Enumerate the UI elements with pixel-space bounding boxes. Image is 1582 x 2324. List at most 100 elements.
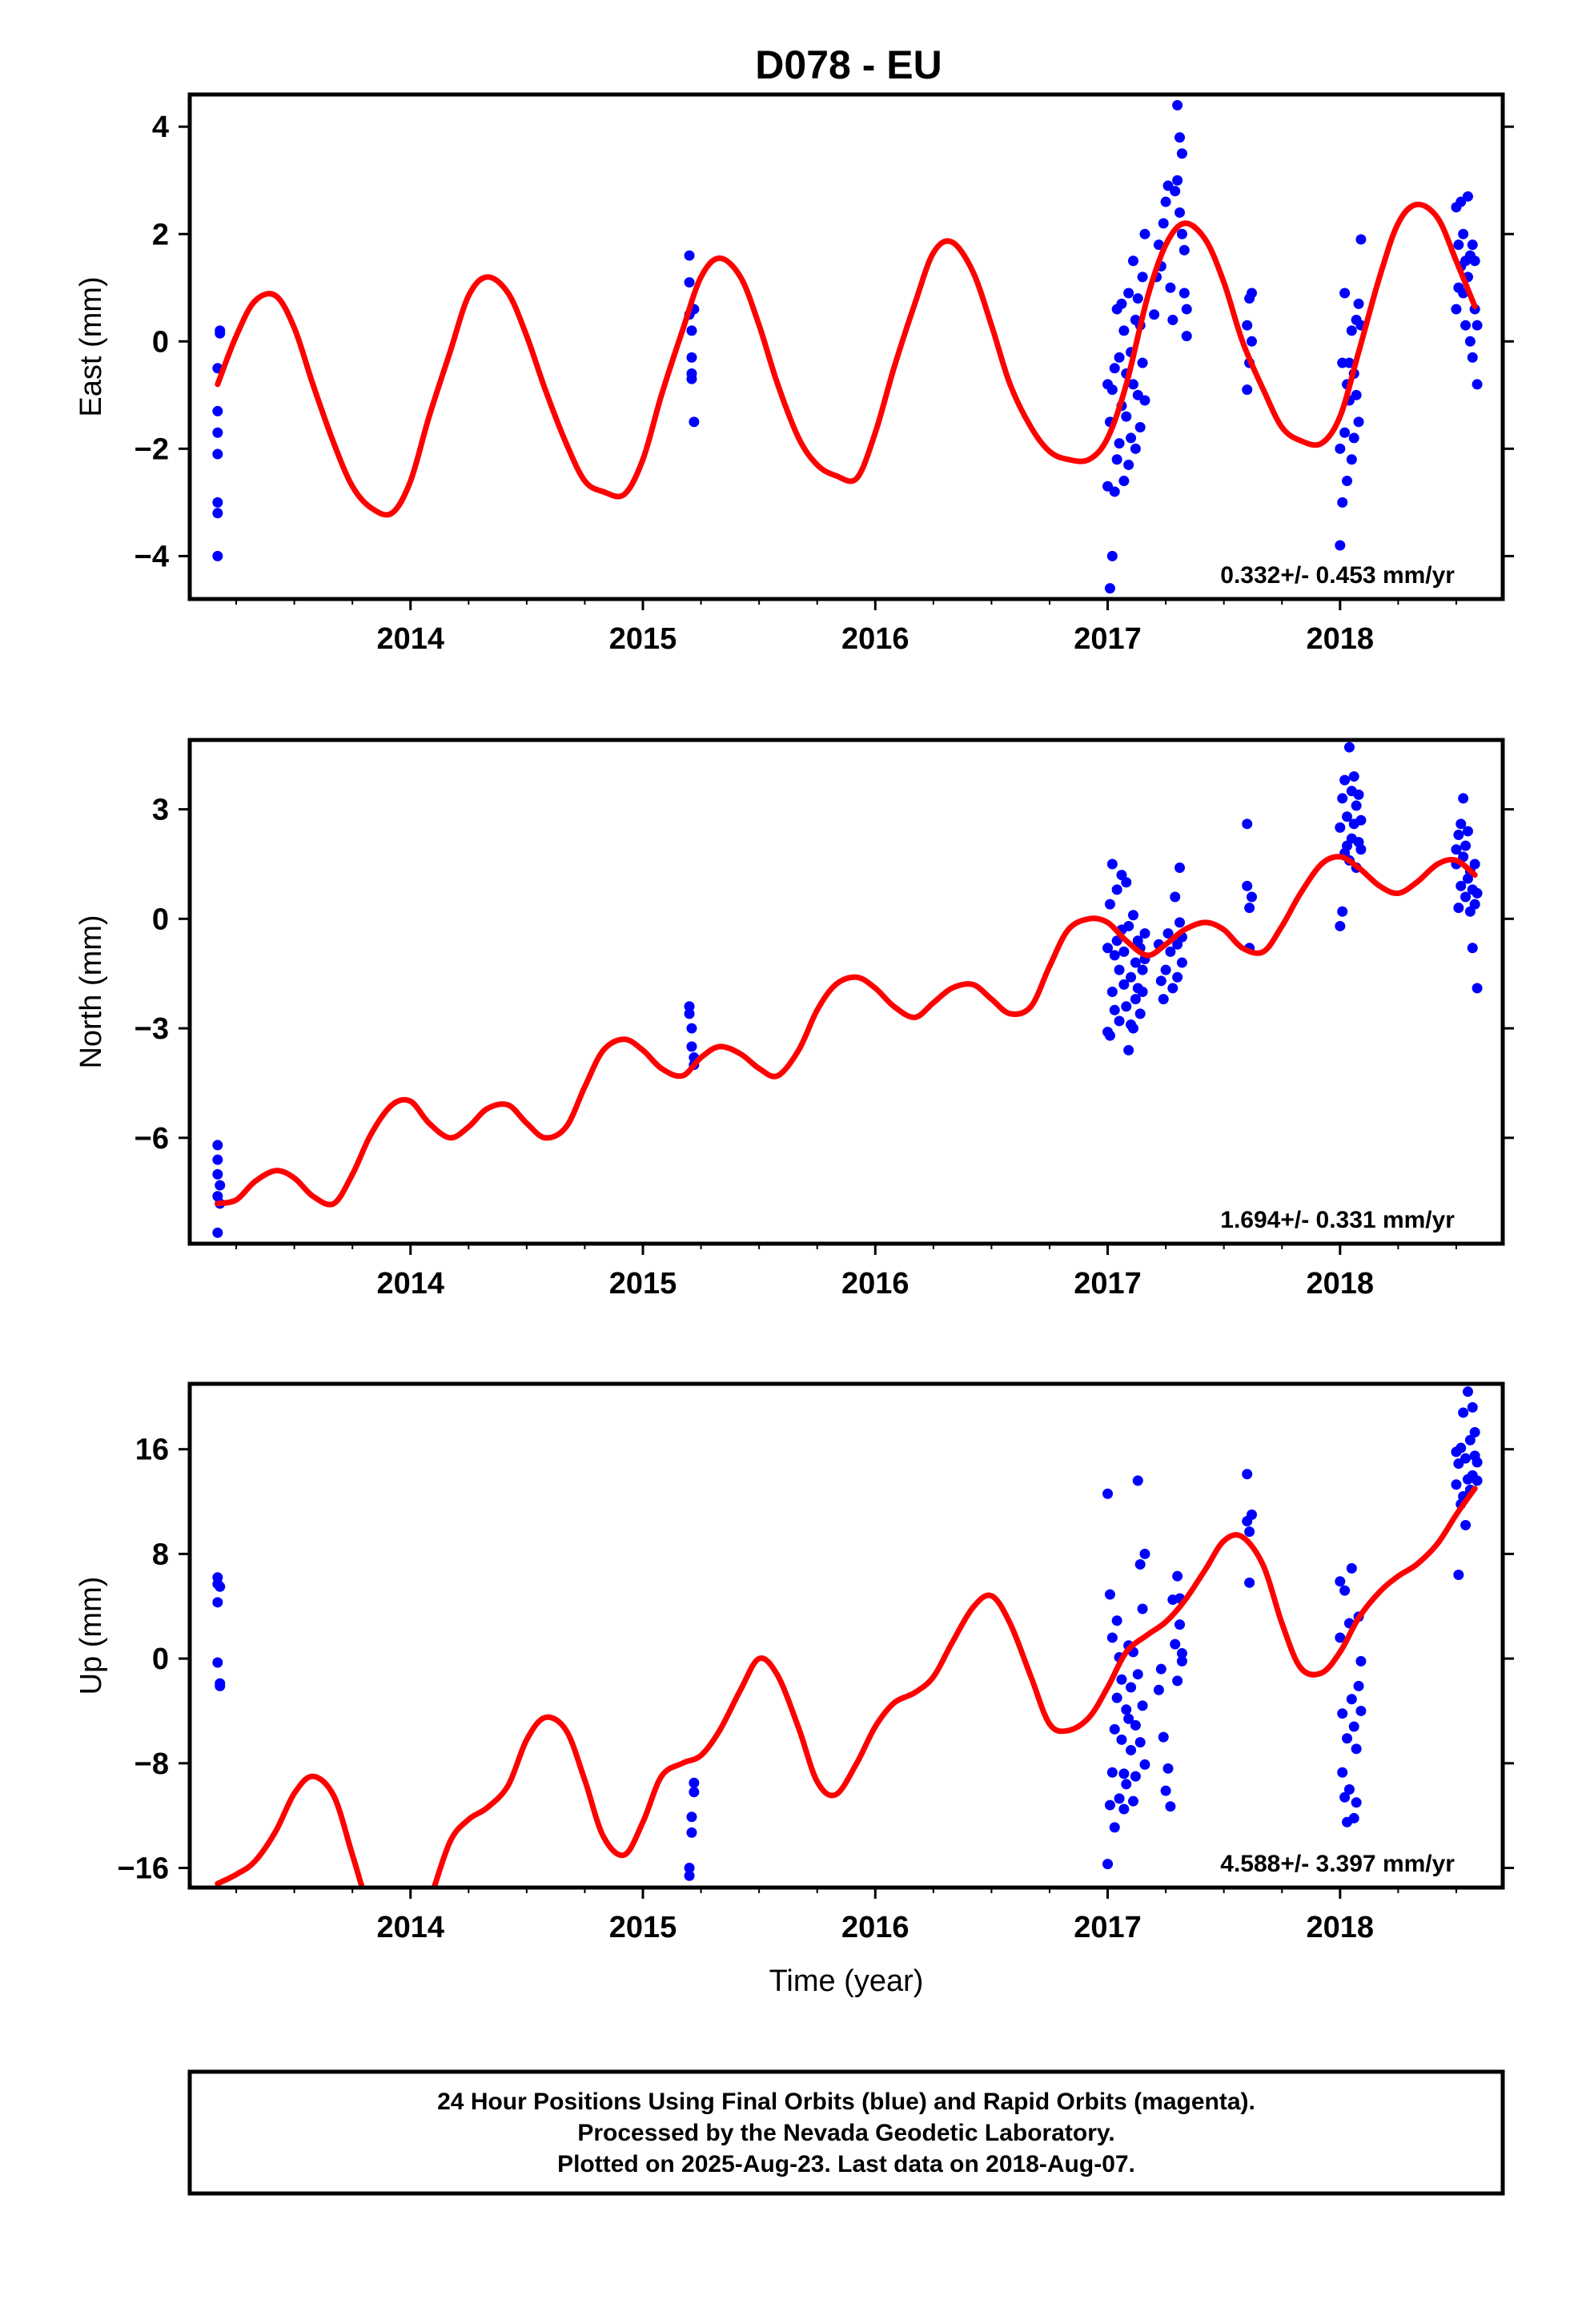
data-point [1348, 1721, 1359, 1732]
data-point [212, 427, 223, 438]
data-point [1337, 793, 1348, 804]
data-point [1343, 742, 1355, 753]
data-point [1339, 1585, 1351, 1596]
data-point [1339, 427, 1351, 438]
y-tick-label: −4 [135, 540, 169, 573]
data-point [1469, 1426, 1480, 1437]
data-point [1127, 1795, 1138, 1807]
x-tick-label: 2016 [841, 1267, 909, 1301]
data-point [212, 1168, 223, 1180]
data-point [1172, 99, 1183, 111]
data-point [1134, 1008, 1146, 1019]
data-point [1111, 884, 1122, 895]
data-point [215, 1180, 226, 1191]
data-point [1127, 255, 1138, 267]
data-point [1118, 476, 1130, 487]
data-point [1337, 497, 1348, 508]
data-point [1121, 1704, 1132, 1715]
data-point [1355, 844, 1367, 855]
data-point [1353, 298, 1364, 309]
data-point [1114, 964, 1125, 975]
rate-label: 4.588+/- 3.397 mm/yr [1220, 1851, 1455, 1877]
data-point [1458, 851, 1469, 862]
data-point [1111, 1615, 1122, 1626]
data-point [1456, 818, 1467, 830]
data-point [1130, 443, 1141, 454]
y-tick-label: 8 [152, 1538, 169, 1571]
data-point [1174, 862, 1186, 874]
data-point [1167, 314, 1178, 325]
data-point [1242, 818, 1253, 830]
data-point [1114, 438, 1125, 449]
data-point [1153, 239, 1164, 251]
data-point [212, 1140, 223, 1151]
data-point [1102, 943, 1114, 954]
x-tick-label: 2015 [609, 1911, 677, 1944]
data-point [684, 1008, 695, 1019]
data-point [1118, 1768, 1130, 1779]
panel-frame [187, 738, 1505, 1246]
data-point [1348, 1812, 1359, 1823]
data-point [686, 352, 697, 363]
data-point [1178, 244, 1190, 255]
data-point [1178, 287, 1190, 299]
data-point [1139, 395, 1150, 406]
model-curve [215, 854, 1478, 1208]
data-point [1458, 228, 1469, 239]
data-point [1114, 1015, 1125, 1027]
data-point [1335, 443, 1346, 454]
data-point [1462, 191, 1473, 202]
data-point [1106, 550, 1118, 561]
data-point [1335, 540, 1346, 551]
data-point [1462, 826, 1473, 837]
y-axis-label: Up (mm) [74, 1577, 108, 1695]
data-point [1111, 454, 1122, 465]
data-point [1114, 352, 1125, 363]
data-point [1244, 1577, 1255, 1588]
data-point [1337, 1767, 1348, 1778]
data-point [686, 373, 697, 384]
data-point [1118, 1803, 1130, 1815]
data-point [1181, 331, 1192, 342]
data-point [1355, 1705, 1367, 1716]
y-tick-label: −6 [135, 1122, 169, 1156]
x-tick-label: 2018 [1307, 622, 1375, 656]
data-point [1126, 971, 1137, 983]
data-point [1104, 583, 1115, 594]
data-point [1451, 304, 1462, 315]
plot-area [212, 742, 1483, 1238]
data-point [1346, 454, 1357, 465]
footer-box: 24 Hour Positions Using Final Orbits (bl… [187, 2069, 1505, 2196]
data-point [1170, 1638, 1181, 1650]
data-point [1172, 1570, 1183, 1582]
data-point [1339, 287, 1351, 299]
data-point [1176, 957, 1187, 968]
x-tick-label: 2015 [609, 622, 677, 656]
data-point [1460, 320, 1472, 331]
data-point [1106, 987, 1118, 997]
data-point [1127, 379, 1138, 390]
data-point [1134, 1737, 1146, 1748]
data-point [212, 508, 223, 519]
data-point [1460, 1453, 1472, 1464]
data-point [1342, 1733, 1353, 1744]
data-point [1176, 1655, 1187, 1667]
data-point [1351, 389, 1362, 400]
data-point [1121, 411, 1132, 422]
data-point [1242, 320, 1253, 331]
data-point [1451, 844, 1462, 855]
data-point [1247, 891, 1258, 903]
x-tick-label: 2014 [376, 1911, 444, 1944]
data-point [1123, 287, 1134, 299]
data-point [1126, 1744, 1137, 1755]
data-point [1130, 1719, 1141, 1731]
data-point [1109, 1004, 1120, 1015]
data-point [1158, 218, 1169, 229]
data-point [1453, 903, 1464, 914]
data-point [1126, 432, 1137, 444]
data-point [684, 1862, 695, 1873]
y-tick-label: 16 [135, 1433, 169, 1467]
y-axis-label: East (mm) [74, 276, 108, 416]
data-point [1343, 357, 1355, 368]
